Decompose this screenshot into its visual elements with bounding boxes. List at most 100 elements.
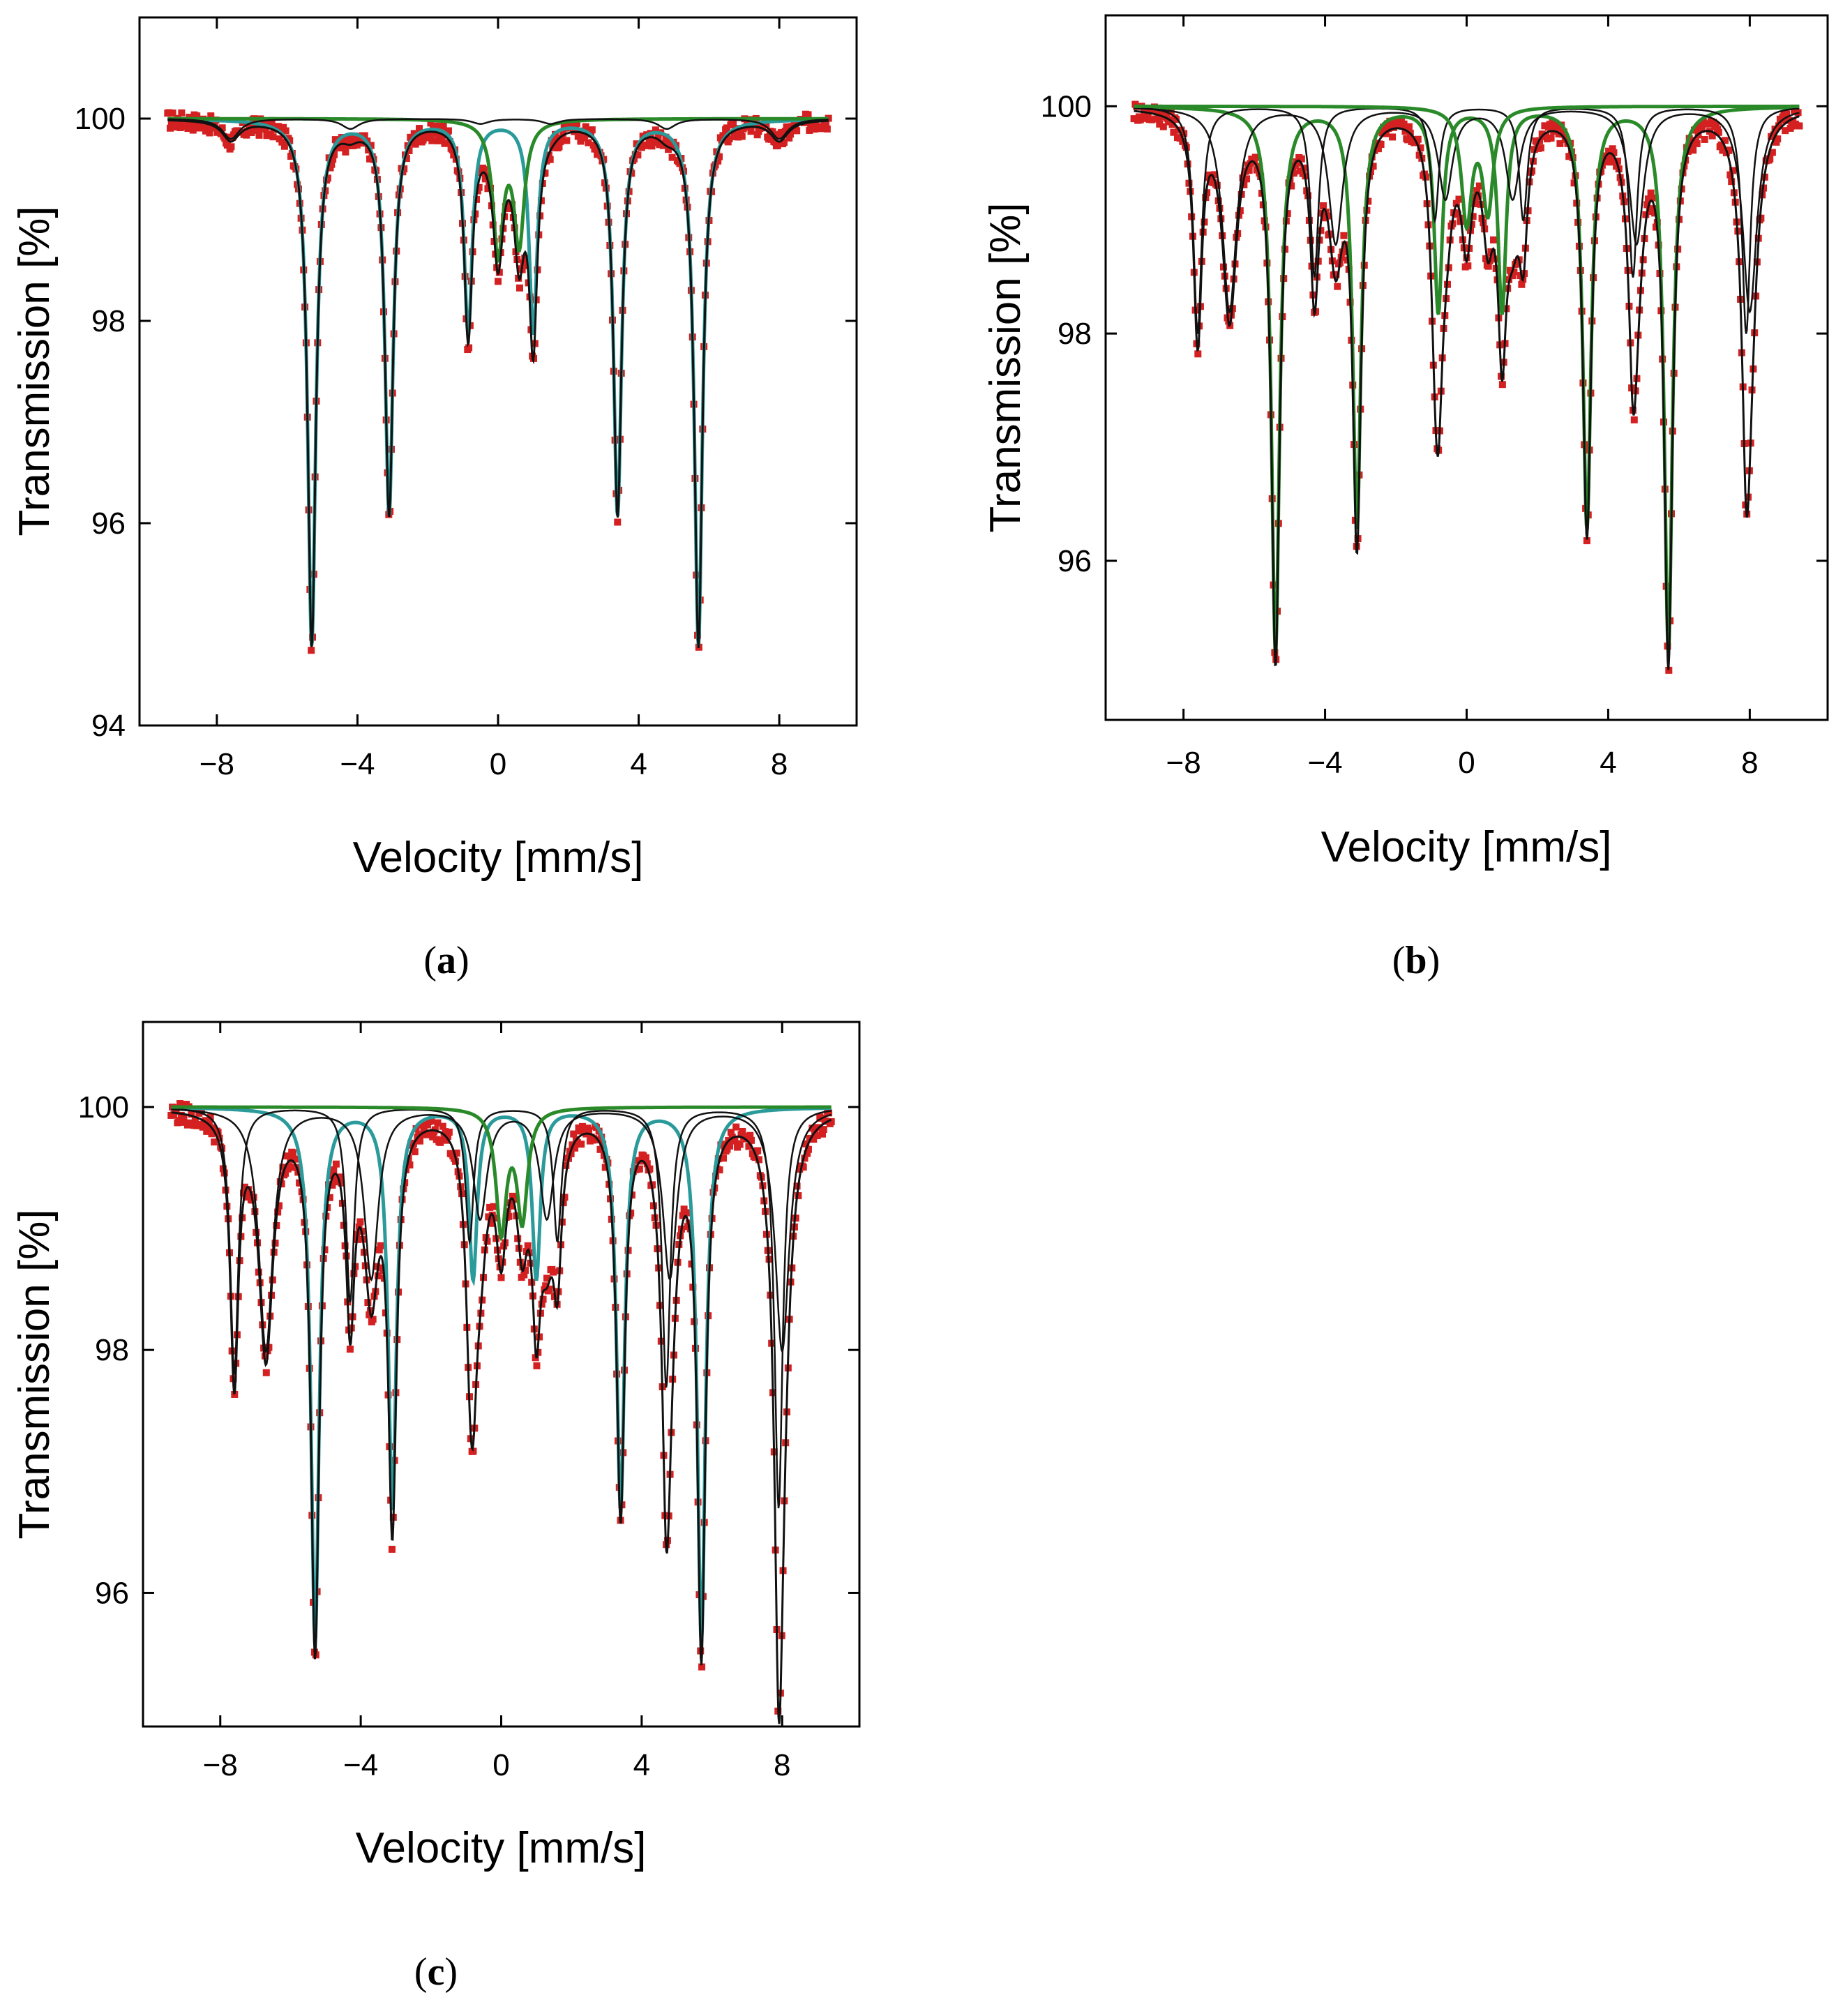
data-point-c: [428, 1118, 435, 1125]
mossbauer-spectrum-c: −8 −4 0 4 8 96 98 100 Velocity [mm/s] Transmissio…: [10, 1021, 861, 1872]
caption-c-open: (: [414, 1950, 428, 1994]
data-point-a: [178, 109, 186, 116]
chart-panel-b: −8 −4 0 4 8 96 98 100 Velocity [mm/s] Transmissio…: [977, 0, 1836, 1018]
y-tick-label-b-0: 96: [1058, 544, 1092, 578]
data-point-b: [1774, 135, 1782, 143]
data-point-c: [202, 1117, 209, 1124]
data-point-b: [1404, 136, 1412, 144]
data-point-c: [680, 1205, 688, 1213]
data-point-c: [508, 1202, 516, 1210]
data-point-c: [245, 1186, 253, 1194]
data-point-c: [188, 1111, 195, 1118]
data-point-c: [576, 1127, 584, 1135]
plot-frame-b: [1104, 14, 1829, 721]
x-tick-label-b-3: 4: [1600, 746, 1616, 780]
data-point-c: [199, 1123, 206, 1131]
data-point-a: [336, 144, 343, 152]
data-point-c: [820, 1126, 827, 1134]
data-point-c: [543, 1274, 551, 1282]
data-point-a: [204, 122, 212, 130]
data-point-c: [522, 1267, 529, 1274]
data-point-c: [250, 1194, 257, 1201]
data-point-c: [751, 1154, 759, 1161]
data-point-c: [486, 1203, 494, 1211]
data-point-c: [423, 1131, 430, 1138]
data-point-b: [1715, 128, 1722, 136]
data-point-b: [1570, 179, 1578, 187]
data-point-b: [1154, 115, 1162, 123]
data-point-b: [1377, 141, 1385, 149]
data-point-c: [795, 1192, 802, 1200]
data-point-c: [336, 1173, 344, 1181]
data-point-c: [453, 1149, 460, 1157]
data-point-c: [282, 1169, 289, 1177]
data-point-b: [1509, 272, 1517, 280]
caption-c: (c): [380, 1950, 492, 1994]
data-point-b: [1378, 129, 1386, 137]
data-point-c: [539, 1295, 547, 1303]
data-point-b: [1665, 666, 1673, 674]
data-point-a: [407, 133, 414, 141]
data-point-c: [485, 1213, 492, 1221]
data-point-a: [361, 132, 368, 140]
data-point-c: [180, 1115, 188, 1122]
data-point-a: [822, 121, 830, 128]
data-point-a: [221, 135, 229, 142]
data-point-c: [191, 1117, 199, 1124]
chart-panel-c: −8 −4 0 4 8 96 98 100 Velocity [mm/s] Transmissio…: [0, 1005, 918, 2016]
x-tick-label-a-2: 0: [490, 747, 506, 781]
data-point-a: [580, 134, 588, 142]
data-point-b: [1770, 131, 1777, 139]
data-point-b: [1647, 189, 1655, 197]
data-point-b: [1211, 171, 1219, 179]
data-point-a: [262, 125, 269, 133]
data-point-c: [388, 1545, 396, 1553]
caption-c-close: ): [444, 1950, 458, 1994]
data-point-c: [804, 1150, 811, 1157]
data-point-b: [1389, 133, 1397, 141]
data-point-c: [505, 1212, 513, 1220]
y-axis-label-c: Transmission [%]: [10, 1209, 59, 1539]
caption-a: (a): [391, 938, 502, 983]
data-point-c: [377, 1242, 384, 1249]
data-point-c: [799, 1164, 807, 1171]
data-point-c: [578, 1141, 585, 1148]
data-point-b: [1630, 416, 1638, 423]
data-point-a: [546, 156, 554, 163]
data-point-b: [1644, 195, 1652, 203]
data-point-c: [326, 1194, 333, 1201]
data-point-b: [1339, 248, 1346, 256]
data-point-b: [1690, 146, 1697, 154]
data-point-a: [347, 135, 354, 142]
y-tick-label-c-1: 98: [95, 1333, 129, 1367]
data-point-c: [338, 1179, 345, 1187]
data-point-c: [287, 1155, 294, 1163]
data-point-a: [324, 174, 331, 182]
data-point-a: [248, 129, 255, 137]
data-point-a: [198, 121, 206, 129]
data-point-a: [785, 134, 793, 142]
data-point-c: [596, 1145, 604, 1153]
data-point-b: [1455, 195, 1463, 203]
data-point-a: [762, 120, 770, 128]
data-point-a: [227, 143, 235, 151]
data-point-c: [411, 1148, 419, 1156]
data-point-b: [1728, 178, 1736, 186]
data-point-c: [827, 1118, 835, 1125]
data-point-a: [282, 127, 289, 135]
caption-c-letter: c: [427, 1950, 445, 1994]
data-point-c: [176, 1100, 184, 1108]
data-point-c: [490, 1203, 497, 1210]
data-point-a: [280, 142, 288, 150]
x-axis-label-b: Velocity [mm/s]: [1321, 823, 1612, 871]
data-point-c: [802, 1140, 810, 1148]
data-point-c: [754, 1147, 762, 1154]
caption-a-close: ): [456, 939, 469, 982]
data-point-b: [1791, 107, 1798, 114]
data-point-c: [818, 1130, 826, 1138]
x-tick-label-b-0: −8: [1166, 746, 1201, 780]
data-point-c: [646, 1165, 654, 1173]
y-tick-label-a-3: 100: [75, 102, 126, 136]
data-point-a: [254, 125, 262, 133]
data-point-a: [793, 127, 801, 135]
